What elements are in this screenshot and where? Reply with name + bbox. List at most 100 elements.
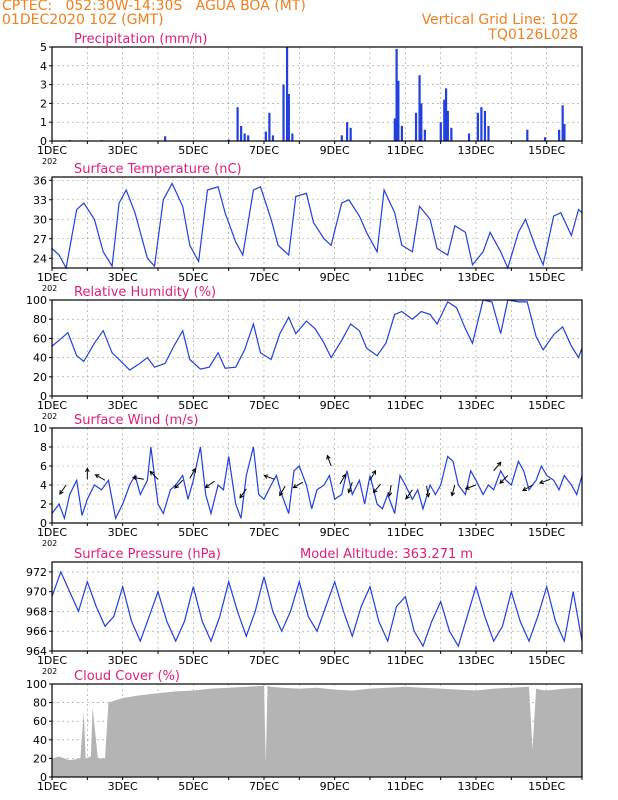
y-tick-label: 968: [26, 605, 47, 618]
wind-arrow: [388, 484, 392, 496]
y-tick-label: 60: [33, 332, 47, 345]
x-tick-label: 7DEC: [249, 654, 279, 667]
y-tick-label: 0: [40, 517, 47, 530]
header-code: TQ0126L028: [488, 27, 578, 43]
wind-arrow: [132, 476, 144, 480]
y-tick-label: 10: [33, 422, 47, 435]
x-tick-label: 5DEC: [178, 526, 208, 539]
y-tick-label: 4: [40, 479, 47, 492]
precip-bar: [240, 125, 243, 141]
wind-arrow-head: [347, 488, 352, 494]
x-tick-label: 11DEC: [387, 399, 424, 412]
y-tick-label: 3: [40, 79, 47, 92]
y-tick-label: 964: [26, 645, 47, 658]
precip-bar: [287, 94, 290, 141]
wind-arrow: [174, 479, 184, 489]
precip-bar: [480, 107, 483, 141]
precip-bar: [282, 84, 285, 141]
precip-bar: [418, 75, 421, 141]
precip-bar: [397, 80, 400, 141]
x-tick-label: 13DEC: [457, 654, 494, 667]
y-tick-label: 970: [26, 586, 47, 599]
wind-arrow-head: [372, 488, 378, 494]
x-tick-label: 5DEC: [178, 780, 208, 793]
wind-arrow-head: [496, 461, 502, 467]
precip-bar: [563, 124, 566, 141]
y-tick-label: 33: [33, 194, 47, 207]
y-tick-label: 6: [40, 460, 47, 473]
year-label: 202: [42, 412, 57, 421]
wind-arrow: [293, 481, 304, 489]
wind-arrow-head: [450, 491, 456, 497]
x-tick-label: 13DEC: [457, 526, 494, 539]
wind-arrow-head: [371, 469, 377, 475]
wind-arrow-head: [499, 479, 505, 485]
x-tick-label: 1DEC: [37, 526, 67, 539]
x-tick-label: 1DEC: [37, 780, 67, 793]
y-tick-label: 0: [40, 771, 47, 784]
precip-bar: [395, 48, 398, 141]
y-tick-label: 20: [33, 752, 47, 765]
x-tick-label: 3DEC: [108, 654, 138, 667]
x-tick-label: 7DEC: [249, 780, 279, 793]
x-tick-label: 1DEC: [37, 144, 67, 157]
panel-title: Surface Pressure (hPa): [74, 547, 221, 562]
year-label: 202: [42, 539, 57, 548]
y-tick-label: 24: [33, 252, 47, 265]
header-location: CPTEC: 052:30W-14:30S AGUA BOA (MT): [2, 0, 306, 14]
wind-arrow: [264, 475, 275, 480]
x-tick-label: 11DEC: [387, 526, 424, 539]
y-tick-label: 8: [40, 441, 47, 454]
x-tick-label: 7DEC: [249, 271, 279, 284]
wind-arrow-head: [538, 479, 544, 485]
wind-arrow: [522, 484, 533, 491]
x-tick-label: 15DEC: [528, 271, 565, 284]
panel-frame: [51, 427, 583, 524]
x-tick-label: 11DEC: [387, 271, 424, 284]
y-tick-label: 972: [26, 566, 47, 579]
y-tick-label: 60: [33, 715, 47, 728]
wind-arrow-head: [341, 473, 346, 479]
series-line: [51, 299, 583, 371]
wind-arrow: [59, 484, 67, 495]
precip-bar: [349, 127, 352, 141]
y-tick-label: 2: [40, 97, 47, 110]
y-tick-label: 80: [33, 697, 47, 710]
wind-arrow: [239, 488, 247, 499]
panel-frame: [51, 176, 583, 269]
cloud-area: [52, 685, 582, 777]
wind-arrow: [426, 485, 429, 497]
x-tick-label: 11DEC: [387, 144, 424, 157]
precip-bar: [467, 133, 471, 141]
x-tick-label: 13DEC: [457, 780, 494, 793]
wind-arrow: [369, 470, 376, 481]
x-tick-label: 13DEC: [457, 399, 494, 412]
panel-1: [49, 176, 583, 271]
precip-bar: [543, 137, 547, 141]
panel-title: Precipitation (mm/h): [74, 32, 207, 47]
panel-frame: [51, 683, 583, 778]
x-tick-label: 1DEC: [37, 654, 67, 667]
y-tick-label: 27: [33, 233, 47, 246]
panel-0: [49, 46, 583, 144]
x-tick-label: 7DEC: [249, 526, 279, 539]
panel-title: Surface Wind (m/s): [74, 413, 198, 428]
precip-bar: [400, 125, 403, 141]
y-tick-label: 0: [40, 390, 47, 403]
wind-arrow: [95, 474, 106, 481]
precip-bar: [526, 129, 529, 141]
x-tick-label: 15DEC: [528, 526, 565, 539]
y-tick-label: 966: [26, 625, 47, 638]
wind-arrow-head: [239, 493, 244, 499]
wind-arrow-head: [387, 491, 393, 497]
precip-bar: [164, 136, 167, 141]
y-tick-label: 30: [33, 213, 47, 226]
x-tick-label: 9DEC: [320, 526, 350, 539]
wind-arrow: [373, 483, 381, 493]
x-tick-label: 13DEC: [457, 144, 494, 157]
x-tick-label: 1DEC: [37, 271, 67, 284]
wind-arrow-head: [84, 467, 90, 473]
y-tick-label: 40: [33, 734, 47, 747]
wind-arrow-head: [292, 483, 298, 489]
wind-arrow: [339, 474, 346, 485]
